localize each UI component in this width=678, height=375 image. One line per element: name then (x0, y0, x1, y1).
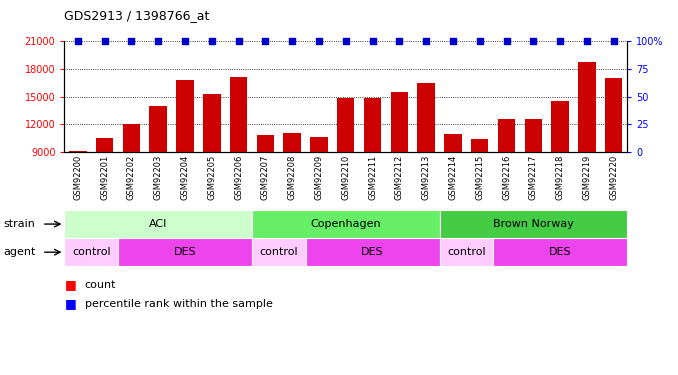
Bar (493, 238, 627, 266)
Bar (311, 137, 327, 152)
Bar (64, 210, 252, 238)
Point (180, 38, 191, 44)
Text: GSM92210: GSM92210 (341, 155, 351, 200)
Bar (551, 101, 569, 152)
Point (475, 38, 485, 44)
Text: GSM92200: GSM92200 (73, 155, 82, 200)
Text: ACI: ACI (149, 219, 167, 229)
Text: control: control (72, 247, 111, 257)
Bar (525, 118, 542, 152)
Text: GSM92215: GSM92215 (475, 155, 484, 200)
Text: ■: ■ (64, 297, 76, 310)
Point (528, 38, 539, 44)
Bar (283, 132, 301, 152)
Bar (418, 83, 435, 152)
Text: control: control (260, 247, 298, 257)
Text: percentile rank within the sample: percentile rank within the sample (85, 299, 273, 309)
Bar (176, 80, 194, 152)
Text: GSM92202: GSM92202 (127, 155, 136, 200)
Point (260, 38, 271, 44)
Point (394, 38, 405, 44)
Bar (391, 92, 408, 152)
Bar (252, 210, 439, 238)
Text: DES: DES (549, 247, 572, 257)
Bar (444, 134, 462, 152)
Point (421, 38, 432, 44)
Bar (230, 77, 247, 152)
Text: GSM92211: GSM92211 (368, 155, 377, 200)
Point (340, 38, 351, 44)
Bar (203, 94, 220, 152)
Bar (252, 238, 306, 266)
Text: GSM92208: GSM92208 (287, 155, 297, 200)
Text: GSM92216: GSM92216 (502, 155, 511, 200)
Bar (439, 238, 493, 266)
Point (126, 38, 137, 44)
Point (501, 38, 512, 44)
Text: GSM92205: GSM92205 (207, 155, 216, 200)
Point (287, 38, 298, 44)
Text: GSM92204: GSM92204 (180, 155, 189, 200)
Text: Brown Norway: Brown Norway (493, 219, 574, 229)
Text: ■: ■ (64, 279, 76, 291)
Text: control: control (447, 247, 485, 257)
Bar (257, 135, 274, 152)
Point (153, 38, 163, 44)
Point (206, 38, 217, 44)
Text: Copenhagen: Copenhagen (311, 219, 381, 229)
Text: strain: strain (3, 219, 35, 229)
Point (367, 38, 378, 44)
Text: GSM92213: GSM92213 (422, 155, 431, 200)
Text: GSM92219: GSM92219 (582, 155, 591, 200)
Point (447, 38, 458, 44)
Text: GSM92218: GSM92218 (556, 155, 565, 200)
Point (73, 38, 83, 44)
Bar (605, 78, 622, 152)
Text: GSM92209: GSM92209 (315, 155, 323, 200)
Text: GSM92206: GSM92206 (234, 155, 243, 200)
Point (99, 38, 110, 44)
Text: GSM92203: GSM92203 (154, 155, 163, 200)
Bar (578, 63, 596, 152)
Text: GSM92217: GSM92217 (529, 155, 538, 200)
Text: GSM92214: GSM92214 (448, 155, 458, 200)
Point (313, 38, 324, 44)
Bar (306, 238, 439, 266)
Text: DES: DES (174, 247, 197, 257)
Text: GSM92207: GSM92207 (261, 155, 270, 200)
Text: agent: agent (3, 247, 36, 257)
Text: DES: DES (361, 247, 384, 257)
Point (582, 38, 593, 44)
Bar (337, 98, 355, 152)
Point (233, 38, 244, 44)
Text: GSM92201: GSM92201 (100, 155, 109, 200)
Text: count: count (85, 280, 116, 290)
Bar (96, 138, 113, 152)
Bar (118, 238, 252, 266)
Text: GSM92220: GSM92220 (610, 155, 618, 200)
Text: GSM92212: GSM92212 (395, 155, 404, 200)
Bar (498, 118, 515, 152)
Bar (471, 139, 488, 152)
Bar (149, 106, 167, 152)
Bar (439, 210, 627, 238)
Point (608, 38, 619, 44)
Bar (123, 124, 140, 152)
Point (555, 38, 565, 44)
Text: GDS2913 / 1398766_at: GDS2913 / 1398766_at (64, 9, 210, 22)
Bar (64, 238, 118, 266)
Bar (364, 98, 381, 152)
